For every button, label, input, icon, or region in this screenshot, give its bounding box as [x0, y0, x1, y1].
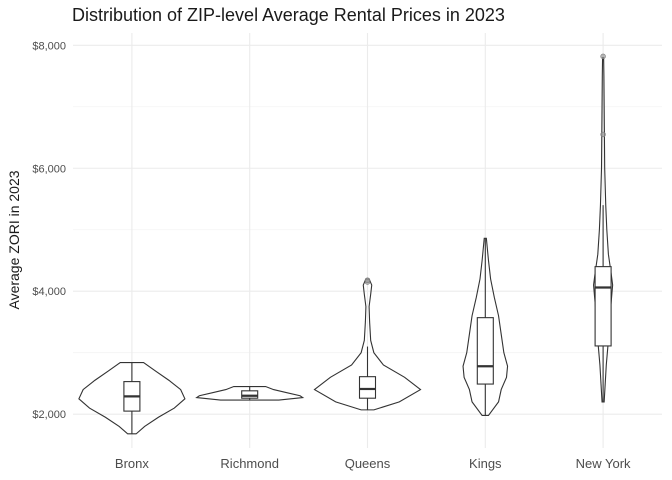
y-tick-label: $2,000 [32, 409, 66, 421]
x-axis-ticks: Bronx Richmond Queens Kings New York [115, 456, 631, 471]
outlier-point [600, 131, 606, 138]
box-iqr [358, 376, 377, 399]
y-tick-label: $4,000 [32, 286, 66, 298]
violin-shape [78, 361, 186, 435]
box-iqr [594, 266, 612, 347]
chart-title: Distribution of ZIP-level Average Rental… [72, 5, 505, 25]
y-tick-label: $8,000 [32, 40, 66, 52]
y-axis-label: Average ZORI in 2023 [6, 170, 22, 309]
outlier-points [364, 53, 606, 285]
boxplots [123, 205, 612, 434]
outlier-point [600, 53, 606, 60]
x-tick-label: Kings [469, 456, 502, 471]
y-axis-ticks: $2,000 $4,000 $6,000 $8,000 [32, 40, 66, 421]
box-iqr [476, 317, 494, 385]
y-tick-label: $6,000 [32, 163, 66, 175]
violins [78, 57, 614, 435]
x-tick-label: New York [576, 456, 631, 471]
box-iqr [241, 390, 259, 399]
x-tick-label: Richmond [220, 456, 279, 471]
x-tick-label: Bronx [115, 456, 149, 471]
violin-shape [195, 385, 305, 401]
outlier-point [364, 277, 371, 283]
x-tick-label: Queens [345, 456, 391, 471]
violin-shape [462, 237, 509, 416]
